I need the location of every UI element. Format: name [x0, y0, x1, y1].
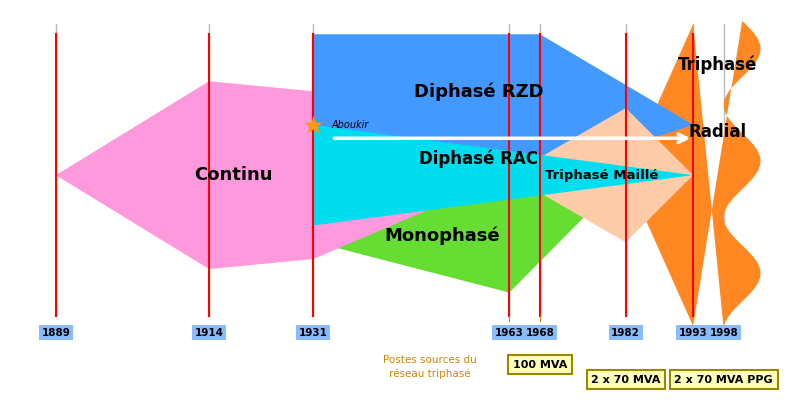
Text: Aboukir: Aboukir: [332, 120, 369, 130]
Text: Triphasé: Triphasé: [678, 55, 757, 74]
Text: 1931: 1931: [298, 328, 328, 338]
Text: Continu: Continu: [194, 166, 273, 184]
Text: Postes sources du
réseau triphasé: Postes sources du réseau triphasé: [383, 355, 476, 379]
Text: 100 MVA: 100 MVA: [513, 360, 567, 370]
Polygon shape: [56, 81, 509, 269]
Text: 1998: 1998: [709, 328, 738, 338]
Text: 1889: 1889: [41, 328, 70, 338]
Text: Monophasé: Monophasé: [384, 226, 500, 245]
Text: 2 x 70 MVA PPG: 2 x 70 MVA PPG: [674, 375, 773, 385]
Polygon shape: [626, 21, 760, 330]
Text: 2 x 70 MVA: 2 x 70 MVA: [591, 375, 661, 385]
Polygon shape: [509, 108, 693, 242]
Text: Triphasé Maillé: Triphasé Maillé: [544, 168, 658, 182]
Text: 1982: 1982: [611, 328, 640, 338]
Text: Radial: Radial: [689, 122, 747, 141]
Text: 1914: 1914: [195, 328, 223, 338]
Text: 1968: 1968: [526, 328, 555, 338]
Polygon shape: [56, 48, 626, 292]
Text: Diphasé RAC: Diphasé RAC: [419, 149, 538, 168]
Text: Diphasé RZD: Diphasé RZD: [414, 82, 543, 101]
Polygon shape: [313, 125, 693, 225]
Text: 1993: 1993: [679, 328, 708, 338]
Polygon shape: [313, 34, 693, 175]
Text: 1963: 1963: [495, 328, 523, 338]
